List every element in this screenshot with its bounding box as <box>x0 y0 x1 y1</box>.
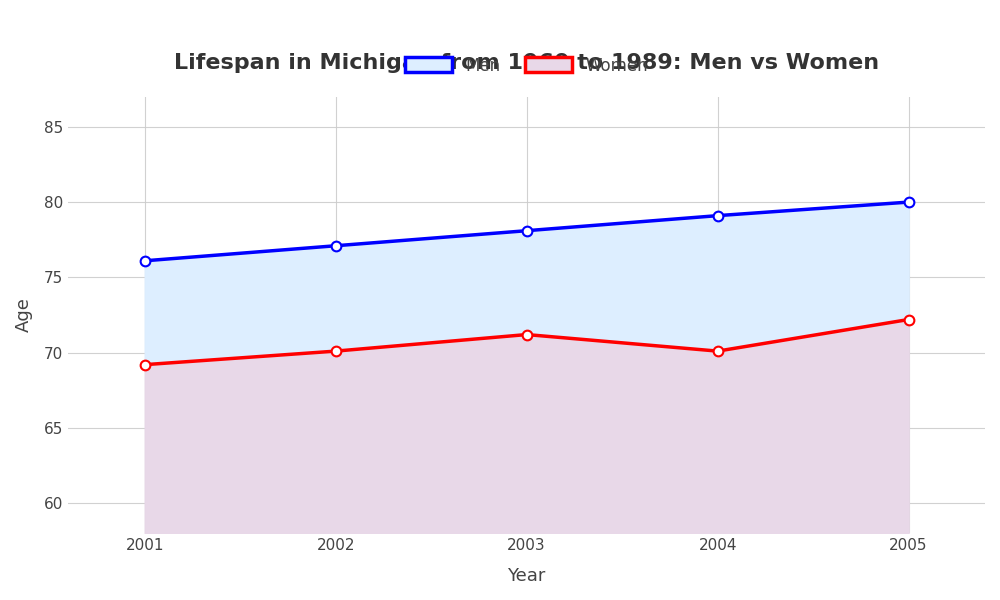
Y-axis label: Age: Age <box>15 298 33 332</box>
X-axis label: Year: Year <box>507 567 546 585</box>
Title: Lifespan in Michigan from 1960 to 1989: Men vs Women: Lifespan in Michigan from 1960 to 1989: … <box>174 53 879 73</box>
Legend: Men, Women: Men, Women <box>397 49 656 83</box>
